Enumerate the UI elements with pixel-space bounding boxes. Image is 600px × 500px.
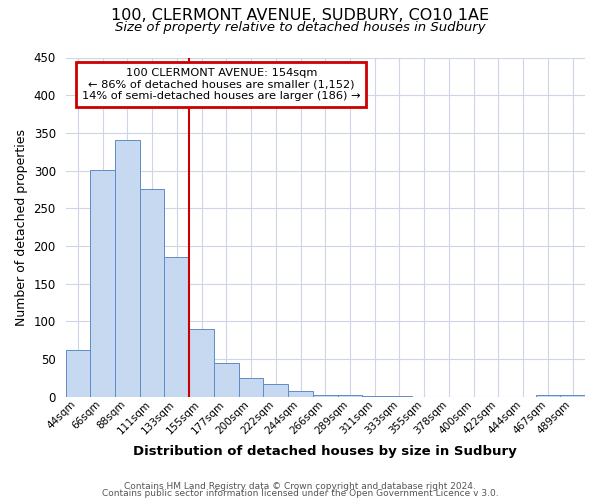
Text: Contains public sector information licensed under the Open Government Licence v : Contains public sector information licen… xyxy=(101,489,499,498)
Bar xyxy=(288,392,313,396)
Text: 100, CLERMONT AVENUE, SUDBURY, CO10 1AE: 100, CLERMONT AVENUE, SUDBURY, CO10 1AE xyxy=(111,8,489,22)
Bar xyxy=(313,395,338,396)
Bar xyxy=(214,362,239,396)
Bar xyxy=(239,378,263,396)
Bar xyxy=(90,170,115,396)
Bar xyxy=(65,350,90,397)
Bar xyxy=(115,140,140,396)
Bar xyxy=(560,395,585,396)
Text: 100 CLERMONT AVENUE: 154sqm
← 86% of detached houses are smaller (1,152)
14% of : 100 CLERMONT AVENUE: 154sqm ← 86% of det… xyxy=(82,68,361,101)
Bar xyxy=(189,328,214,396)
Bar xyxy=(140,190,164,396)
Bar xyxy=(263,384,288,396)
Text: Size of property relative to detached houses in Sudbury: Size of property relative to detached ho… xyxy=(115,21,485,34)
X-axis label: Distribution of detached houses by size in Sudbury: Distribution of detached houses by size … xyxy=(133,444,517,458)
Bar xyxy=(338,395,362,396)
Y-axis label: Number of detached properties: Number of detached properties xyxy=(15,128,28,326)
Text: Contains HM Land Registry data © Crown copyright and database right 2024.: Contains HM Land Registry data © Crown c… xyxy=(124,482,476,491)
Bar xyxy=(164,257,189,396)
Bar xyxy=(536,395,560,396)
